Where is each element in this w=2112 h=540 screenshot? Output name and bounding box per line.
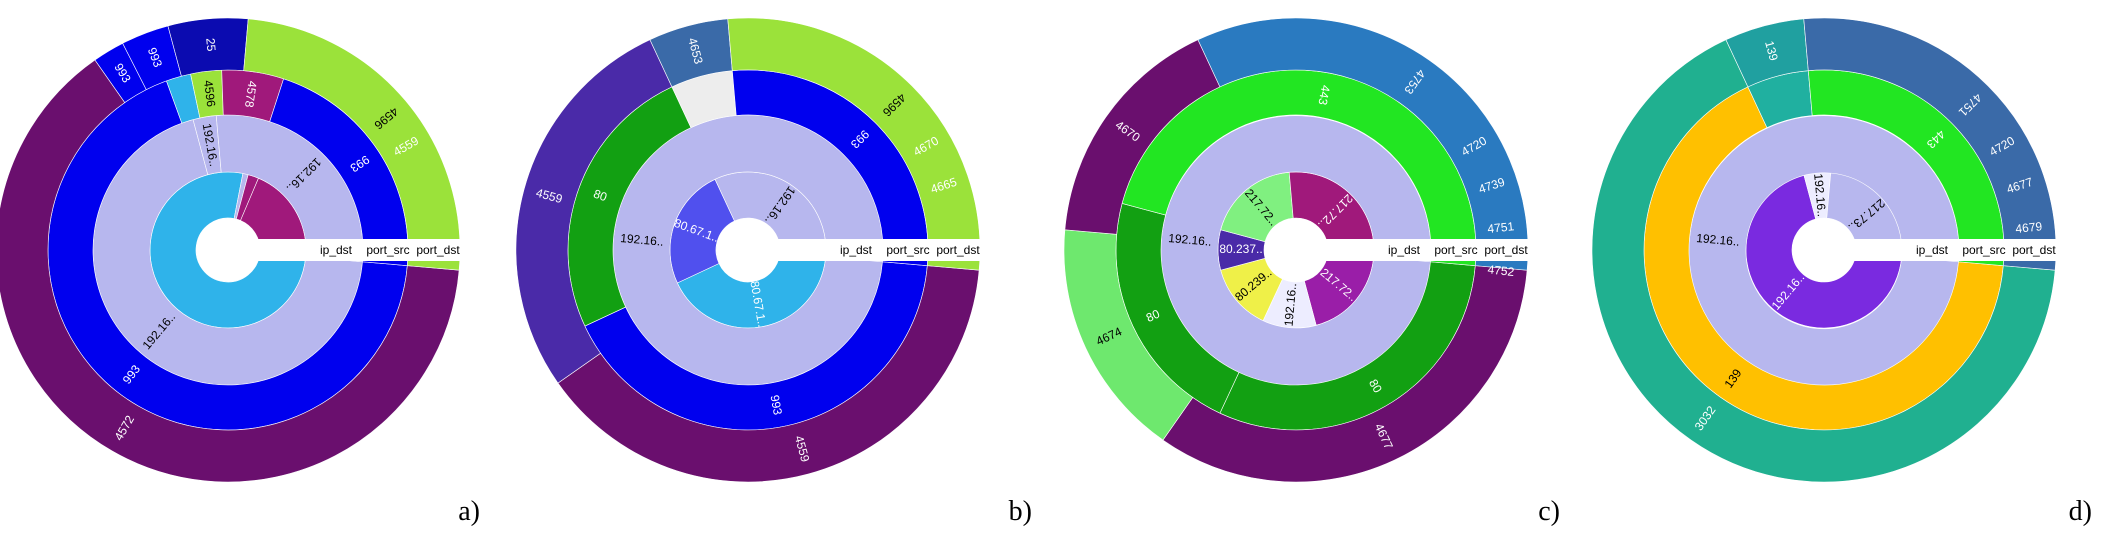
- center-hole: [198, 220, 258, 280]
- segment-label: 4559: [792, 434, 813, 464]
- segment-label: 4578: [242, 80, 260, 109]
- panel-letter: b): [1009, 496, 1032, 527]
- level-label-strip: [778, 239, 988, 261]
- level-label-port-src: port_src: [1962, 243, 2005, 257]
- level-label-port-src: port_src: [886, 243, 929, 257]
- segment-label: 192.16..: [1811, 173, 1829, 217]
- segment-label: 192.16..: [1282, 283, 1300, 327]
- level-label-port-src: port_src: [366, 243, 409, 257]
- segment-label: 80: [592, 186, 610, 204]
- ring-3-segment[interactable]: [243, 18, 461, 271]
- level-label-strip: [1326, 239, 1536, 261]
- level-label-ip-dst: ip_dst: [1388, 243, 1421, 257]
- sunburst-panel-4: 192.16..192.16.. 217.73..192.16..13944330…: [1591, 17, 2064, 483]
- ring-3-segment[interactable]: [1162, 265, 1528, 483]
- level-label-strip: [258, 239, 468, 261]
- level-label-ip-dst: ip_dst: [320, 243, 353, 257]
- segment-label: 192.16..: [1168, 231, 1212, 249]
- segment-label: 139: [1762, 39, 1781, 62]
- center-hole: [718, 220, 778, 280]
- level-label-ip-dst: ip_dst: [1916, 243, 1949, 257]
- level-label-port-dst: port_dst: [1484, 243, 1528, 257]
- ring-1-segment[interactable]: [1689, 116, 1959, 386]
- segment-label: 192.16..: [1696, 231, 1740, 249]
- segment-label: 443: [1315, 84, 1332, 106]
- ring-3-segment[interactable]: [1591, 39, 2056, 483]
- level-label-ip-dst: ip_dst: [840, 243, 873, 257]
- level-label-strip: [1854, 239, 2064, 261]
- segment-label: 80: [1144, 307, 1162, 325]
- segment-label: 993: [768, 394, 785, 416]
- panel-letter: d): [2069, 496, 2092, 527]
- segment-label: 4559: [535, 186, 565, 207]
- center-hole: [1794, 220, 1854, 280]
- center-hole: [1266, 220, 1326, 280]
- segment-label: 25: [203, 37, 218, 52]
- ring-3-segment[interactable]: [1197, 17, 1529, 271]
- segment-label: 4596: [201, 79, 218, 108]
- segment-label: 993: [145, 46, 165, 70]
- sunburst-panel-2: 80.67.1..80.67.1..192.16..192.16..993809…: [515, 17, 988, 483]
- segment-label: 192.16..: [620, 231, 664, 249]
- ring-1-segment[interactable]: [1161, 116, 1431, 386]
- segment-label: 80: [1366, 377, 1385, 396]
- ring-3-segment[interactable]: [0, 59, 460, 483]
- segment-label: 4653: [685, 36, 706, 66]
- ring-3-segment[interactable]: [557, 265, 980, 483]
- outer-ring-label: 4752: [1487, 262, 1515, 279]
- level-label-port-dst: port_dst: [2012, 243, 2056, 257]
- level-label-port-dst: port_dst: [936, 243, 980, 257]
- segment-label: 80.237..: [1219, 242, 1262, 256]
- outer-ring-label: 4751: [1487, 219, 1515, 236]
- sunburst-panel-3: 217.72..192.16..80.239..80.237..217.72..…: [1063, 17, 1536, 483]
- level-label-port-src: port_src: [1434, 243, 1477, 257]
- panel-letter: c): [1538, 496, 1560, 527]
- level-label-port-dst: port_dst: [416, 243, 460, 257]
- outer-ring-label: 4679: [2015, 219, 2043, 236]
- panel-letter: a): [458, 496, 480, 527]
